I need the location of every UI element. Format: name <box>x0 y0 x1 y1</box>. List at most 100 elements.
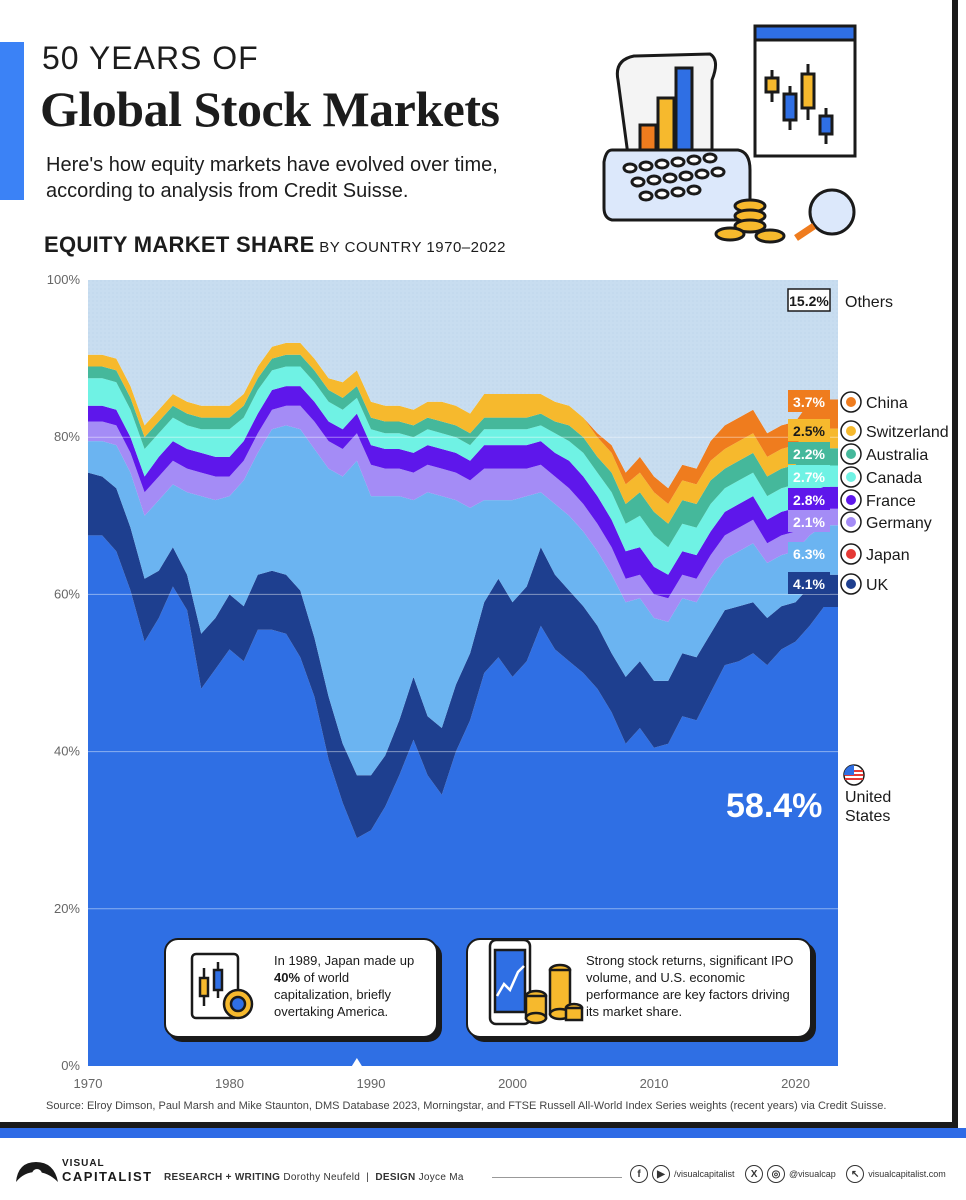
youtube-icon[interactable]: ▶ <box>652 1165 670 1183</box>
footer-credits: RESEARCH + WRITING Dorothy Neufeld | DES… <box>164 1172 464 1183</box>
bottom-accent-bar <box>0 1128 966 1138</box>
series-label-box <box>787 288 831 312</box>
social-handle-1[interactable]: /visualcapitalist <box>674 1169 735 1179</box>
series-label-box <box>788 542 830 564</box>
series-label-canada: 2.7% Canada <box>788 465 922 488</box>
tablet-candlestick-icon <box>190 952 254 1020</box>
series-label-uk: 4.1% UK <box>788 572 889 595</box>
series-label-box <box>788 442 830 464</box>
y-tick-label: 100% <box>47 272 81 287</box>
footer-social: f ▶ /visualcapitalist X ◎ @visualcap ↖ v… <box>630 1165 946 1183</box>
logo-line2: CAPITALIST <box>62 1169 153 1184</box>
x-tick-label: 1970 <box>74 1076 103 1091</box>
japan-callout: In 1989, Japan made up 40% of world capi… <box>164 938 438 1038</box>
design-label: DESIGN <box>375 1172 416 1183</box>
series-name: Germany <box>866 515 932 532</box>
series-label-box <box>788 419 830 441</box>
design-name: Joyce Ma <box>418 1172 464 1183</box>
series-name: UK <box>866 577 889 594</box>
instagram-icon[interactable]: ◎ <box>767 1165 786 1183</box>
series-name: Switzerland <box>866 424 949 441</box>
equity-market-share-chart: 0% 20% 40% 60% 80% 100% 1970 1980 1990 2000 2010 2… <box>47 272 949 1091</box>
title-small: 50 YEARS OF <box>42 40 259 76</box>
series-name: Japan <box>866 547 910 564</box>
series-share-value: 2.7% <box>793 469 825 485</box>
x-tick-label: 2010 <box>640 1076 669 1091</box>
series-label-box <box>788 465 830 487</box>
japan-callout-text-1: In 1989, Japan made up <box>274 953 415 968</box>
canada-flag-mark <box>846 472 856 482</box>
x-tick-label: 1990 <box>357 1076 386 1091</box>
series-share-value: 6.3% <box>793 546 825 562</box>
series-share-value: 2.8% <box>793 492 825 508</box>
japan-callout-text: In 1989, Japan made up 40% of world capi… <box>274 952 424 1020</box>
us-name-line1: United <box>845 789 892 806</box>
series-name: Canada <box>866 470 922 487</box>
us-name-line2: States <box>845 808 891 825</box>
series-share-value: 2.1% <box>793 514 825 530</box>
research-name: Dorothy Neufeld <box>283 1172 361 1183</box>
social-handle-2[interactable]: @visualcap <box>789 1169 836 1179</box>
area-others-texture <box>88 280 838 489</box>
series-name: Others <box>845 294 893 311</box>
us-callout-text: Strong stock returns, significant IPO vo… <box>586 953 794 1019</box>
footer-divider <box>492 1177 622 1178</box>
y-tick-label: 60% <box>54 586 80 601</box>
us-country-name: United States <box>845 788 891 826</box>
series-label-switzerland: 2.5% Switzerland <box>788 419 949 442</box>
japan-callout-bold: 40% <box>274 970 301 985</box>
series-label-box <box>788 488 830 510</box>
infographic-frame <box>0 0 958 1128</box>
series-label-china: 3.7% China <box>788 390 908 413</box>
section-title: EQUITY MARKET SHARE BY COUNTRY 1970–2022 <box>44 232 506 258</box>
y-tick-label: 40% <box>54 744 80 759</box>
x-tick-label: 2000 <box>498 1076 527 1091</box>
year-1989-marker <box>351 1058 362 1066</box>
series-share-value: 2.2% <box>793 446 825 462</box>
x-tick-label: 1980 <box>215 1076 244 1091</box>
subtitle: Here's how equity markets have evolved o… <box>46 154 498 202</box>
series-share-value: 3.7% <box>793 394 825 410</box>
section-title-bold: EQUITY MARKET SHARE <box>44 232 315 257</box>
series-label-australia: 2.2% Australia <box>788 442 928 465</box>
page-title: Global Stock Markets <box>40 81 500 137</box>
left-accent-bar <box>0 42 24 200</box>
series-label-france: 2.8% France <box>788 488 916 511</box>
us-callout: Strong stock returns, significant IPO vo… <box>466 938 812 1038</box>
source-note: Source: Elroy Dimson, Paul Marsh and Mik… <box>46 1100 887 1112</box>
x-tick-label: 2020 <box>781 1076 810 1091</box>
series-name: China <box>866 395 908 412</box>
research-label: RESEARCH + WRITING <box>164 1172 281 1183</box>
keyboard-chart-illustration <box>602 24 857 244</box>
switzerland-flag-mark <box>846 426 856 436</box>
website-link[interactable]: visualcapitalist.com <box>868 1169 946 1179</box>
section-title-rest: BY COUNTRY 1970–2022 <box>314 239 506 256</box>
series-label-box <box>788 510 830 532</box>
x-icon[interactable]: X <box>745 1165 764 1183</box>
cursor-icon[interactable]: ↖ <box>846 1165 865 1183</box>
logo-line1: VISUAL <box>62 1158 105 1169</box>
us-share-value: 58.4% <box>726 787 823 825</box>
germany-flag-mark <box>846 517 856 527</box>
area-united-states <box>88 535 838 1066</box>
france-flag-mark <box>846 495 856 505</box>
series-label-germany: 2.1% Germany <box>788 510 932 533</box>
facebook-icon[interactable]: f <box>630 1165 648 1183</box>
y-tick-label: 20% <box>54 901 80 916</box>
series-name: France <box>866 493 916 510</box>
series-label-japan: 6.3% Japan <box>788 542 910 565</box>
y-tick-label: 80% <box>54 429 80 444</box>
phone-chart-icon <box>488 938 584 1026</box>
us-flag-icon <box>843 764 865 786</box>
series-share-value: 4.1% <box>793 576 825 592</box>
series-label-box <box>788 572 830 594</box>
credit-separator: | <box>366 1172 370 1183</box>
series-share-value: 15.2% <box>789 293 829 309</box>
y-tick-label: 0% <box>61 1058 80 1073</box>
series-share-value: 2.5% <box>793 423 825 439</box>
china-flag-mark <box>846 397 856 407</box>
australia-flag-mark <box>846 449 856 459</box>
vc-logo-icon <box>16 1162 58 1182</box>
japan-callout-text-2: of world capitalization, briefly overtak… <box>274 970 392 1019</box>
uk-flag-mark <box>846 579 856 589</box>
